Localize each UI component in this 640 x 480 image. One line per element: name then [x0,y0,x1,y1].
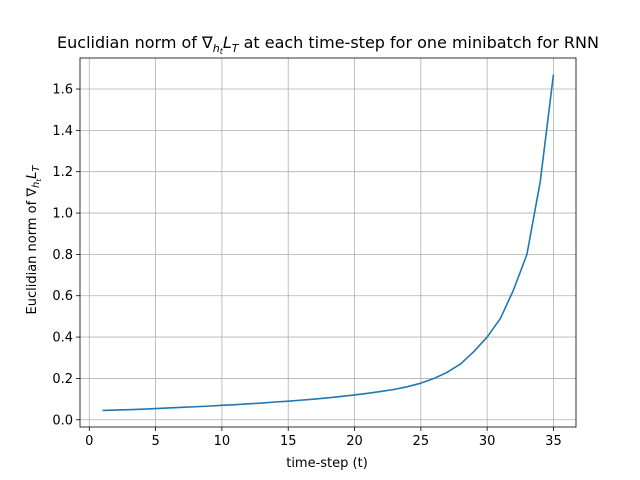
x-tick-label: 15 [280,434,297,449]
x-tick-label: 5 [151,434,159,449]
x-tick-label: 0 [85,434,93,449]
y-tick-label: 0.4 [52,331,73,346]
x-tick-label: 35 [545,434,562,449]
plot-frame [79,57,577,428]
x-tick-label: 20 [346,434,363,449]
series-line [102,74,555,412]
y-tick-label: 0.8 [52,248,73,263]
y-tick-label: 0.2 [52,372,73,387]
y-tick-label: 0.0 [52,413,73,428]
x-tick-label: 30 [479,434,496,449]
y-axis-title: Euclidian norm of ∇htLT [25,165,43,315]
grid-layer [80,58,576,427]
tick-layer: 0 5 10 15 20 25 30 35 0.0 0.2 0.4 0.6 0.8 1.0 1.2 1.4 1.… [52,83,561,449]
x-axis-title: time-step (t) [286,456,368,471]
chart-title: Euclidian norm of ∇htLT at each time-ste… [57,33,599,56]
y-tick-label: 1.4 [52,124,73,139]
series-layer [102,74,555,412]
y-tick-label: 1.6 [52,83,73,98]
x-tick-label: 25 [413,434,430,449]
y-tick-label: 1.2 [52,165,73,180]
y-tick-label: 0.6 [52,289,73,304]
y-tick-label: 1.0 [52,207,73,222]
x-tick-label: 10 [214,434,231,449]
